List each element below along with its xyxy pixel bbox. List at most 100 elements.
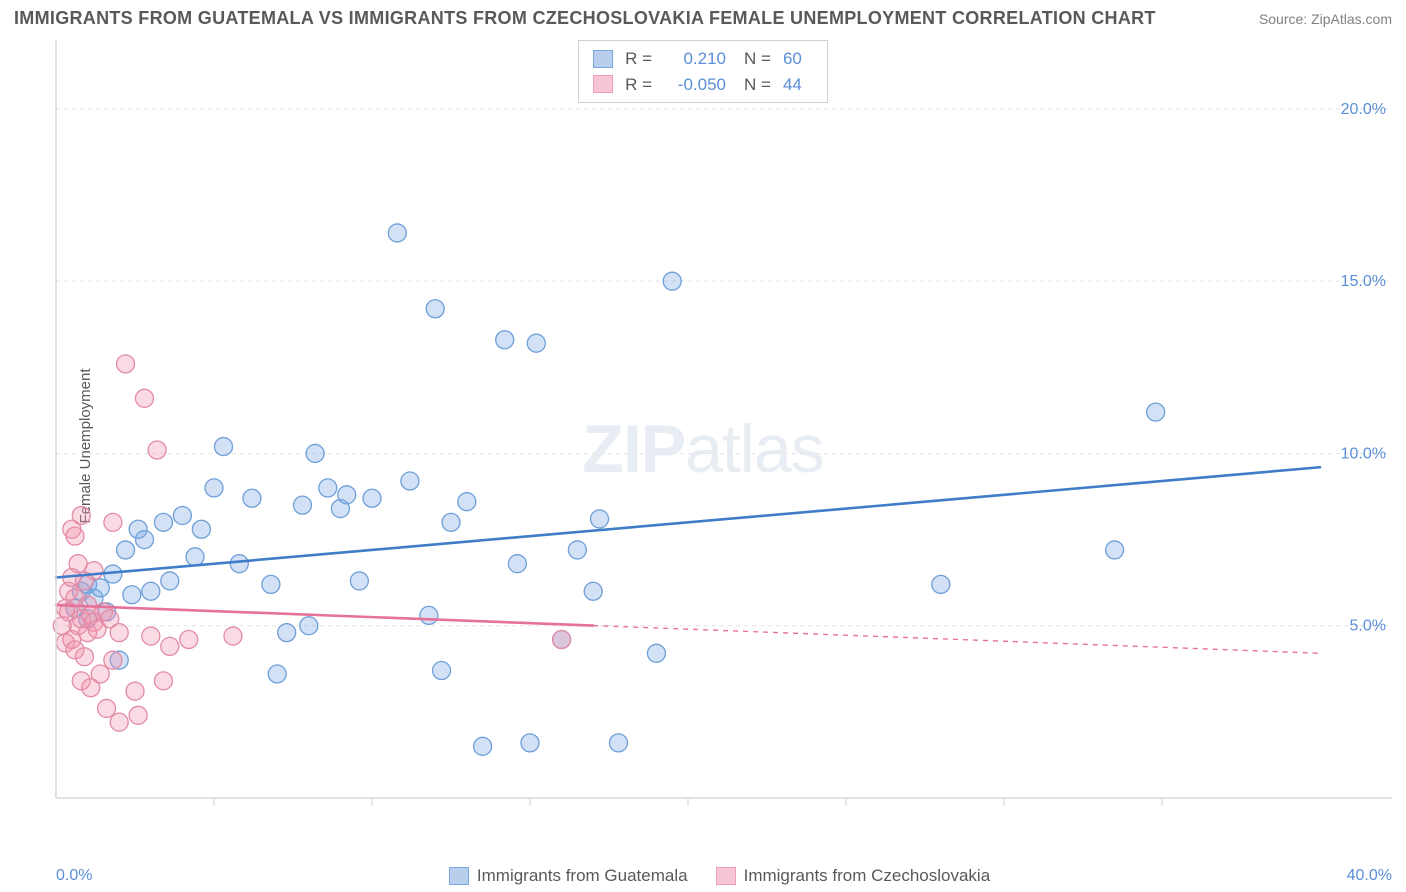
- x-axis-max-label: 40.0%: [1347, 867, 1392, 885]
- data-point: [568, 541, 586, 559]
- data-point: [180, 631, 198, 649]
- legend-swatch: [593, 50, 613, 68]
- title-bar: IMMIGRANTS FROM GUATEMALA VS IMMIGRANTS …: [14, 8, 1392, 29]
- data-point: [224, 627, 242, 645]
- n-label: N =: [744, 72, 771, 98]
- data-point: [300, 617, 318, 635]
- data-point: [458, 493, 476, 511]
- n-value: 60: [783, 46, 813, 72]
- y-tick-label: 15.0%: [1341, 273, 1386, 290]
- data-point: [98, 699, 116, 717]
- scatter-chart: 5.0% 10.0% 15.0% 20.0%: [46, 36, 1392, 848]
- data-point: [142, 582, 160, 600]
- data-point: [401, 472, 419, 490]
- data-point: [192, 520, 210, 538]
- trend-line-extrapolated: [593, 626, 1320, 654]
- data-point: [474, 737, 492, 755]
- series-legend-item: Immigrants from Guatemala: [449, 866, 688, 886]
- data-point: [647, 644, 665, 662]
- data-point: [508, 555, 526, 573]
- n-label: N =: [744, 46, 771, 72]
- r-value: 0.210: [660, 46, 726, 72]
- data-point: [148, 441, 166, 459]
- data-point: [932, 575, 950, 593]
- data-point: [363, 489, 381, 507]
- data-point: [110, 624, 128, 642]
- data-point: [135, 531, 153, 549]
- series-legend: Immigrants from Guatemala Immigrants from…: [449, 866, 990, 886]
- data-point: [426, 300, 444, 318]
- data-point: [591, 510, 609, 528]
- bottom-legend-bar: 0.0% Immigrants from GuatemalaImmigrants…: [56, 866, 1392, 886]
- legend-row: R = -0.050 N = 44: [593, 72, 813, 98]
- series-name: Immigrants from Czechoslovakia: [744, 866, 991, 886]
- data-point: [142, 627, 160, 645]
- data-point: [230, 555, 248, 573]
- data-point: [66, 527, 84, 545]
- series-name: Immigrants from Guatemala: [477, 866, 688, 886]
- data-point: [173, 506, 191, 524]
- data-point: [278, 624, 296, 642]
- data-point: [262, 575, 280, 593]
- data-point: [75, 648, 93, 666]
- data-point: [1147, 403, 1165, 421]
- data-point: [104, 651, 122, 669]
- data-point: [126, 682, 144, 700]
- data-point: [338, 486, 356, 504]
- y-tick-label: 20.0%: [1341, 101, 1386, 118]
- chart-title: IMMIGRANTS FROM GUATEMALA VS IMMIGRANTS …: [14, 8, 1156, 29]
- y-tick-label: 5.0%: [1350, 618, 1386, 635]
- data-point: [135, 389, 153, 407]
- data-point: [319, 479, 337, 497]
- legend-swatch: [449, 867, 469, 885]
- chart-container: IMMIGRANTS FROM GUATEMALA VS IMMIGRANTS …: [0, 0, 1406, 892]
- data-point: [243, 489, 261, 507]
- r-label: R =: [625, 72, 652, 98]
- n-value: 44: [783, 72, 813, 98]
- data-point: [496, 331, 514, 349]
- data-point: [161, 637, 179, 655]
- data-point: [154, 672, 172, 690]
- data-point: [129, 706, 147, 724]
- legend-row: R = 0.210 N = 60: [593, 46, 813, 72]
- data-point: [117, 355, 135, 373]
- r-label: R =: [625, 46, 652, 72]
- data-point: [110, 713, 128, 731]
- r-value: -0.050: [660, 72, 726, 98]
- data-point: [663, 272, 681, 290]
- data-point: [205, 479, 223, 497]
- correlation-legend: R = 0.210 N = 60 R = -0.050 N = 44: [578, 40, 828, 103]
- data-point: [72, 506, 90, 524]
- data-point: [117, 541, 135, 559]
- data-point: [584, 582, 602, 600]
- data-point: [91, 665, 109, 683]
- data-point: [553, 631, 571, 649]
- data-point: [420, 606, 438, 624]
- trend-line: [56, 605, 593, 626]
- x-axis-min-label: 0.0%: [56, 867, 92, 885]
- data-point: [123, 586, 141, 604]
- data-point: [214, 438, 232, 456]
- data-point: [306, 444, 324, 462]
- data-point: [388, 224, 406, 242]
- data-point: [433, 662, 451, 680]
- legend-swatch: [716, 867, 736, 885]
- legend-swatch: [593, 75, 613, 93]
- data-point: [293, 496, 311, 514]
- data-point: [154, 513, 172, 531]
- data-point: [521, 734, 539, 752]
- data-point: [609, 734, 627, 752]
- data-point: [85, 562, 103, 580]
- data-point: [527, 334, 545, 352]
- data-point: [350, 572, 368, 590]
- data-point: [1106, 541, 1124, 559]
- data-point: [268, 665, 286, 683]
- series-legend-item: Immigrants from Czechoslovakia: [716, 866, 991, 886]
- data-point: [104, 513, 122, 531]
- source-label: Source: ZipAtlas.com: [1259, 11, 1392, 27]
- data-point: [186, 548, 204, 566]
- data-point: [161, 572, 179, 590]
- trend-line: [56, 467, 1320, 577]
- y-tick-label: 10.0%: [1341, 445, 1386, 462]
- data-point: [442, 513, 460, 531]
